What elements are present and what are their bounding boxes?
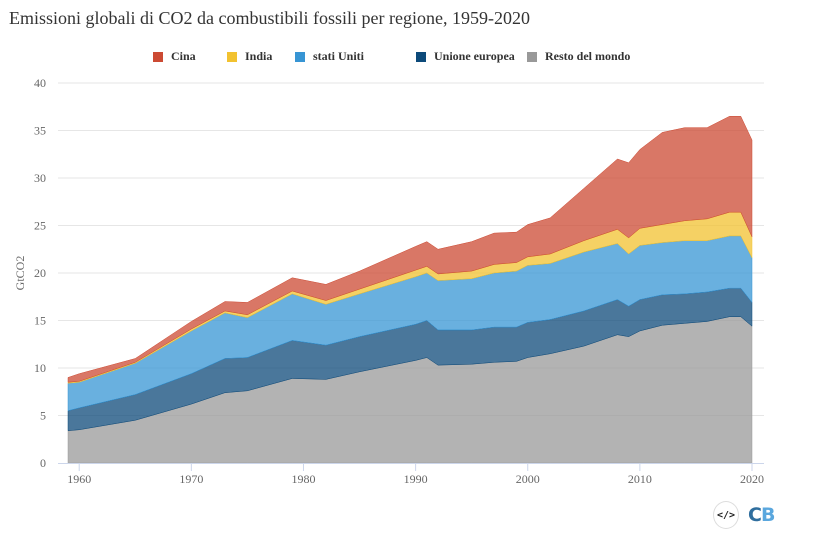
chart-title: Emissioni globali di CO2 da combustibili… <box>9 8 530 28</box>
x-tick-label: 1990 <box>404 472 428 486</box>
y-tick-label: 0 <box>40 456 46 470</box>
y-tick-label: 20 <box>34 266 46 280</box>
x-tick-label: 1970 <box>179 472 203 486</box>
legend-label: Cina <box>171 49 196 63</box>
code-embed-icon[interactable]: </> <box>713 501 739 529</box>
legend-item-resto-del-mondo[interactable]: Resto del mondo <box>527 49 630 64</box>
legend-swatch <box>295 51 305 62</box>
y-tick-label: 15 <box>34 314 46 328</box>
carbon-brief-logo: CB <box>748 504 775 526</box>
legend-swatch <box>416 51 426 62</box>
legend-label: Unione europea <box>434 49 515 63</box>
legend-label: India <box>245 49 273 63</box>
legend-item-india[interactable]: India <box>227 49 272 64</box>
y-tick-label: 25 <box>34 219 46 233</box>
x-tick-label: 1960 <box>67 472 91 486</box>
legend-swatch <box>527 51 537 62</box>
legend-item-stati-uniti[interactable]: stati Uniti <box>295 49 364 64</box>
y-tick-label: 30 <box>34 171 46 185</box>
legend: Cina India stati Uniti Unione europea Re… <box>0 49 830 67</box>
x-tick-label: 1980 <box>291 472 315 486</box>
y-tick-label: 40 <box>34 76 46 90</box>
x-tick-label: 2010 <box>628 472 652 486</box>
x-tick-label: 2000 <box>516 472 540 486</box>
legend-label: stati Uniti <box>313 49 364 63</box>
legend-label: Resto del mondo <box>545 49 631 63</box>
y-tick-label: 10 <box>34 361 46 375</box>
legend-item-cina[interactable]: Cina <box>153 49 196 64</box>
y-tick-label: 35 <box>34 124 46 138</box>
legend-item-unione-europea[interactable]: Unione europea <box>416 49 515 64</box>
y-axis-label: GtCO2 <box>13 256 27 291</box>
legend-swatch <box>153 51 163 62</box>
logo: </> CB <box>713 501 775 529</box>
x-tick-label: 2020 <box>740 472 764 486</box>
area-cina[interactable] <box>67 116 753 383</box>
y-tick-label: 5 <box>40 409 46 423</box>
legend-swatch <box>227 51 237 62</box>
